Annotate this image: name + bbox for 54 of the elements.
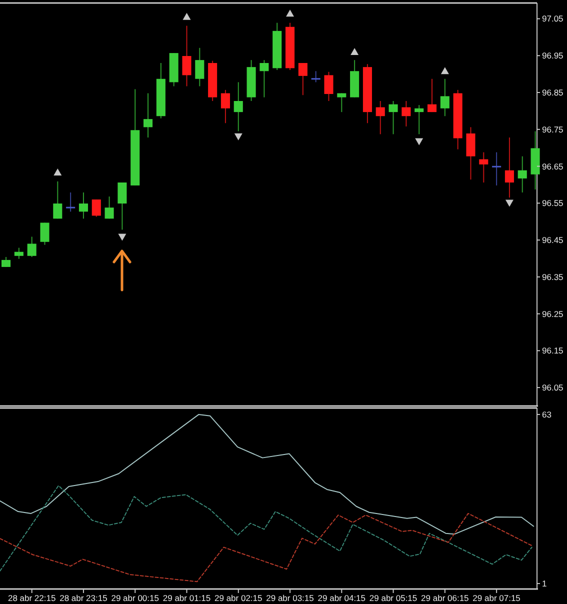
x-tick-label: 29 abr 04:15	[318, 593, 366, 603]
x-tick-label: 28 abr 22:15	[8, 593, 56, 603]
x-tick-label: 29 abr 01:15	[162, 593, 211, 603]
y-tick-label: 96.05	[542, 382, 564, 393]
candlestick	[414, 104, 424, 135]
y-tick-label: 96.75	[542, 124, 564, 134]
candlestick	[376, 100, 385, 135]
candlestick	[2, 256, 11, 268]
candlestick	[440, 78, 450, 117]
candlestick	[220, 89, 230, 124]
y-tick-label: 63	[542, 409, 552, 420]
candlestick	[427, 78, 437, 113]
y-tick-label: 96.65	[542, 161, 564, 172]
candlestick	[65, 192, 76, 212]
candlestick	[104, 196, 114, 220]
candlestick	[491, 152, 502, 186]
candlestick	[324, 71, 334, 102]
x-tick-label: 29 abr 07:15	[472, 593, 521, 603]
y-tick-label: 96.25	[542, 308, 564, 319]
candlestick	[260, 60, 269, 98]
x-tick-label: 29 abr 05:15	[369, 593, 418, 603]
candlestick	[78, 192, 88, 220]
candlestick	[337, 92, 346, 113]
candlestick	[388, 100, 398, 135]
x-tick-label: 29 abr 00:15	[111, 593, 160, 603]
candlestick	[466, 126, 476, 180]
candlestick	[518, 156, 527, 193]
candlestick	[195, 47, 204, 87]
y-tick-label: 96.15	[542, 346, 564, 356]
candlestick	[53, 180, 62, 220]
candlestick	[479, 152, 488, 184]
candlestick	[504, 137, 514, 198]
candlestick	[118, 182, 127, 230]
y-tick-label: 96.85	[542, 87, 564, 98]
y-tick-label: 96.55	[542, 198, 564, 208]
y-tick-label: 96.35	[542, 272, 564, 282]
candlestick	[182, 25, 192, 87]
candlestick	[234, 82, 243, 132]
x-tick-label: 28 abr 23:15	[60, 593, 108, 603]
candlestick	[144, 92, 153, 138]
y-tick-label: 1	[542, 578, 547, 589]
y-tick-label: 96.45	[542, 235, 564, 246]
candlestick	[14, 247, 24, 260]
x-tick-label: 29 abr 02:15	[214, 593, 263, 603]
candlestick	[298, 62, 308, 96]
candlestick	[402, 100, 411, 127]
y-tick-label: 96.95	[542, 50, 564, 61]
y-tick-label: 97.05	[542, 14, 564, 24]
x-tick-label: 29 abr 06:15	[421, 593, 470, 603]
candlestick	[310, 70, 322, 83]
x-tick-label: 29 abr 03:15	[266, 593, 314, 603]
candlestick	[40, 222, 50, 246]
candlestick	[27, 236, 36, 258]
candlestick	[92, 198, 101, 218]
